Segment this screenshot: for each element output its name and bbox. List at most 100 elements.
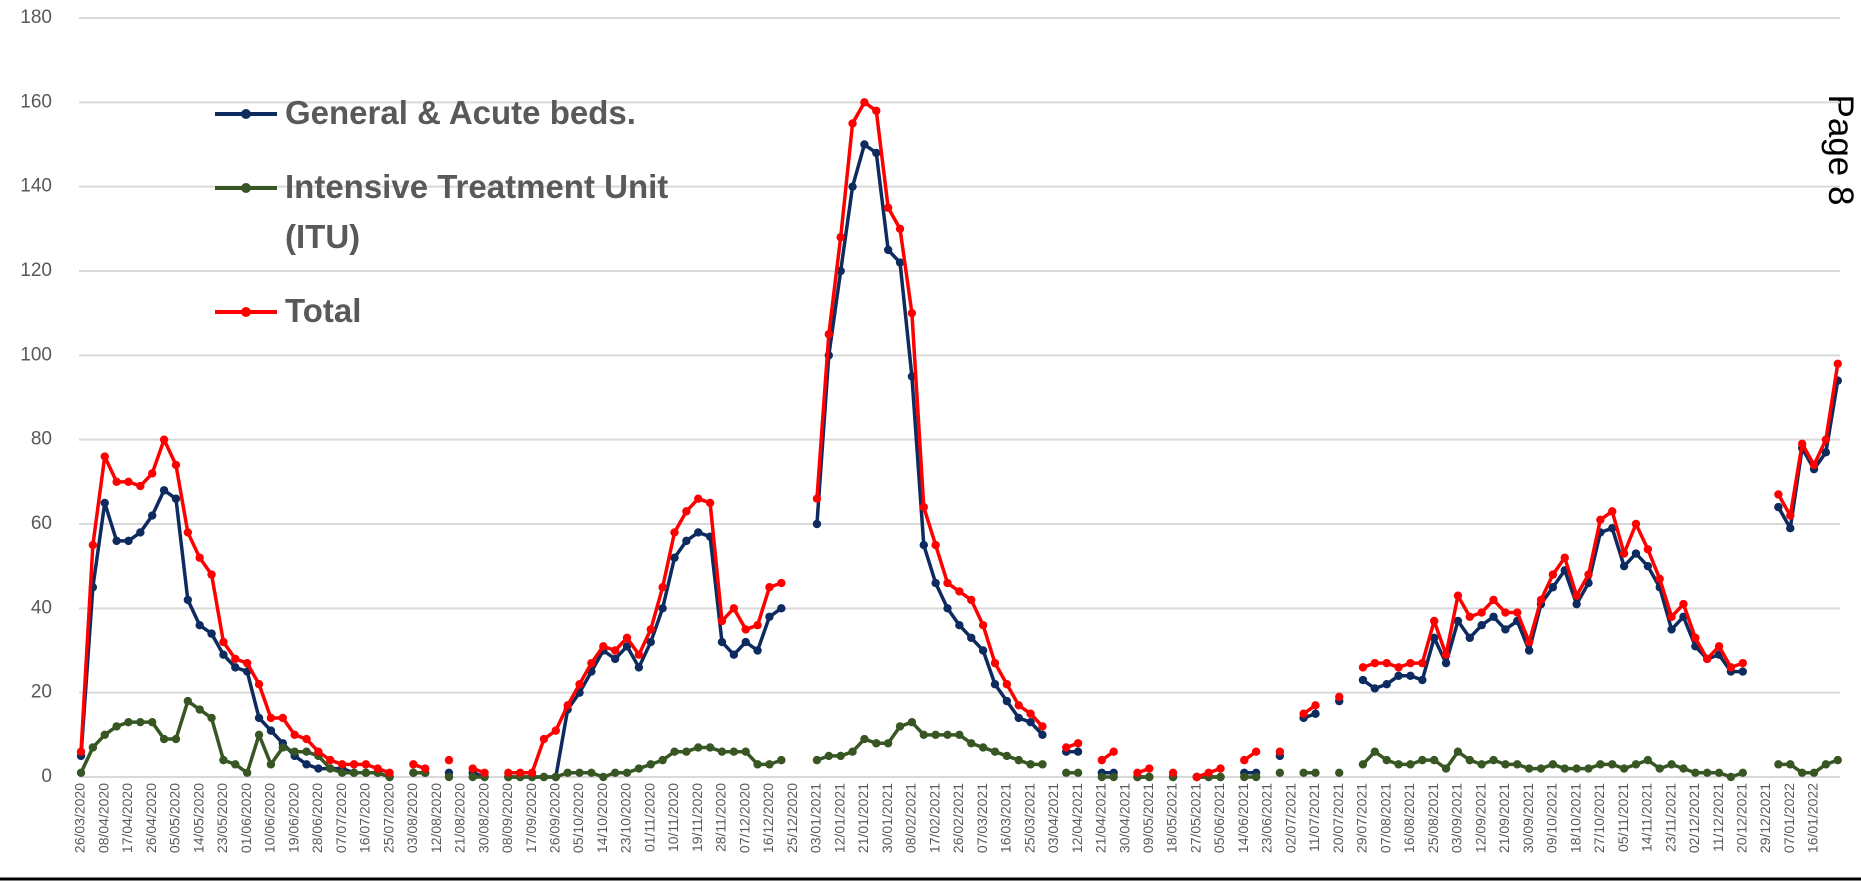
marker (1216, 772, 1225, 782)
marker (1465, 612, 1474, 621)
marker (1026, 709, 1035, 718)
marker (599, 642, 608, 651)
marker (1631, 519, 1641, 529)
marker (777, 578, 786, 588)
marker (290, 747, 299, 756)
marker (1608, 507, 1617, 516)
marker (468, 764, 477, 773)
marker (1038, 722, 1047, 731)
marker (302, 747, 311, 756)
x-tick-label: 05/06/2021 (1211, 783, 1227, 853)
x-tick-label: 20/12/2021 (1734, 783, 1750, 853)
marker (207, 570, 216, 579)
marker (1240, 755, 1249, 765)
legend-swatch (215, 109, 277, 119)
marker (943, 730, 952, 740)
x-tick-label: 17/04/2020 (119, 783, 135, 853)
marker (1204, 768, 1213, 777)
marker (1548, 583, 1558, 592)
x-tick-label: 30/01/2021 (879, 783, 895, 853)
marker (278, 713, 287, 723)
line (79, 488, 391, 779)
marker (1370, 747, 1380, 756)
x-tick-label: 17/02/2021 (926, 783, 942, 853)
marker (1370, 684, 1380, 693)
marker (836, 266, 845, 276)
marker (1786, 524, 1795, 533)
marker (76, 747, 86, 756)
x-tick-label: 07/12/2020 (736, 783, 752, 853)
marker (1062, 743, 1071, 752)
marker (848, 747, 857, 756)
marker (670, 747, 679, 756)
marker (741, 637, 750, 647)
marker (1418, 658, 1427, 668)
marker (1429, 616, 1439, 626)
x-tick-label: 27/10/2021 (1591, 783, 1607, 853)
legend-label: Intensive Treatment Unit (ITU) (285, 168, 669, 255)
marker (1691, 633, 1700, 643)
marker (919, 502, 928, 512)
marker (112, 477, 121, 487)
marker (1275, 768, 1285, 777)
marker (1619, 764, 1629, 773)
marker (765, 760, 774, 769)
x-tick-label: 16/01/2022 (1805, 783, 1821, 853)
marker (1714, 642, 1724, 651)
y-tick-label: 160 (20, 91, 52, 112)
marker (682, 507, 691, 516)
marker (694, 743, 703, 752)
x-tick-label: 19/06/2020 (285, 783, 301, 853)
marker (302, 734, 311, 744)
marker (1774, 502, 1783, 512)
x-tick-label: 21/08/2020 (452, 783, 468, 853)
marker (136, 717, 145, 727)
marker (1726, 772, 1736, 782)
marker (88, 540, 98, 550)
marker (1608, 524, 1617, 533)
x-tick-label: 26/04/2020 (143, 783, 159, 853)
line (508, 745, 782, 779)
marker (1299, 709, 1308, 718)
marker (1311, 701, 1320, 710)
marker (1667, 612, 1676, 621)
x-tick-label: 16/03/2021 (998, 783, 1014, 853)
x-tick-label: 23/10/2020 (618, 783, 634, 853)
marker (955, 621, 964, 630)
marker (1002, 751, 1012, 761)
marker (1394, 671, 1403, 680)
legend-swatch (215, 307, 277, 317)
marker (361, 760, 371, 769)
marker (1738, 768, 1748, 777)
marker (1786, 760, 1795, 769)
marker (551, 726, 560, 735)
marker (1501, 608, 1510, 617)
marker (1240, 772, 1249, 782)
x-tick-label: 12/09/2021 (1472, 783, 1488, 853)
marker (658, 604, 667, 613)
legend-item: Intensive Treatment Unit (ITU) (215, 162, 675, 262)
marker (349, 768, 359, 777)
marker (1797, 439, 1807, 449)
marker (337, 760, 347, 769)
marker (349, 760, 359, 769)
marker (159, 734, 169, 744)
marker (563, 768, 572, 777)
marker (670, 553, 679, 562)
marker (955, 587, 964, 596)
marker (634, 650, 644, 659)
marker (765, 583, 774, 592)
marker (444, 755, 454, 765)
marker (76, 768, 86, 777)
marker (195, 553, 204, 562)
marker (515, 768, 525, 777)
marker (527, 768, 537, 777)
marker (931, 578, 940, 588)
y-tick-label: 80 (31, 429, 52, 450)
marker (1026, 760, 1035, 769)
marker (729, 747, 739, 756)
marker (824, 751, 834, 761)
marker (1394, 760, 1403, 769)
marker (1477, 760, 1486, 769)
marker (634, 764, 644, 773)
